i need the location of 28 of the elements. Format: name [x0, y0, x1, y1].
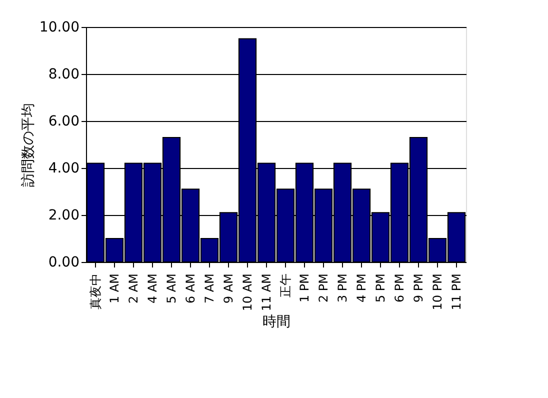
y-axis-title: 訪問数の平均	[20, 103, 36, 187]
y-tick-label: 0.00	[48, 254, 80, 270]
x-tick-label: 正午	[278, 274, 292, 298]
x-tick-label: 7 AM	[202, 274, 216, 304]
x-tick-label: 5 AM	[164, 274, 178, 304]
x-tick-label: 9 AM	[222, 274, 236, 304]
y-tick-label: 10.00	[39, 20, 80, 36]
x-tick-label: 4 AM	[146, 274, 160, 304]
x-tick-label: 1 AM	[108, 274, 122, 304]
x-tick-label: 真夜中	[88, 274, 102, 310]
x-tick-label: 1 PM	[298, 274, 312, 303]
y-tick-label: 6.00	[48, 114, 80, 130]
y-tick-label: 4.00	[48, 160, 80, 176]
x-tick-label: 5 PM	[374, 274, 388, 303]
x-tick-label: 4 PM	[354, 274, 368, 303]
x-tick-label: 11 PM	[450, 274, 464, 310]
x-tick-label: 6 AM	[184, 274, 198, 304]
x-tick-label: 10 PM	[430, 274, 444, 310]
x-tick-label: 6 PM	[392, 274, 406, 303]
x-tick-label: 9 PM	[412, 274, 426, 303]
x-tick-label: 3 PM	[336, 274, 350, 303]
x-axis-title: 時間	[262, 314, 290, 330]
x-tick-label: 2 AM	[126, 274, 140, 304]
x-tick-label: 11 AM	[260, 274, 274, 312]
x-tick-label: 2 PM	[316, 274, 330, 303]
y-tick-label: 2.00	[48, 208, 80, 224]
y-tick-label: 8.00	[48, 66, 80, 82]
x-tick-label: 10 AM	[240, 274, 254, 312]
